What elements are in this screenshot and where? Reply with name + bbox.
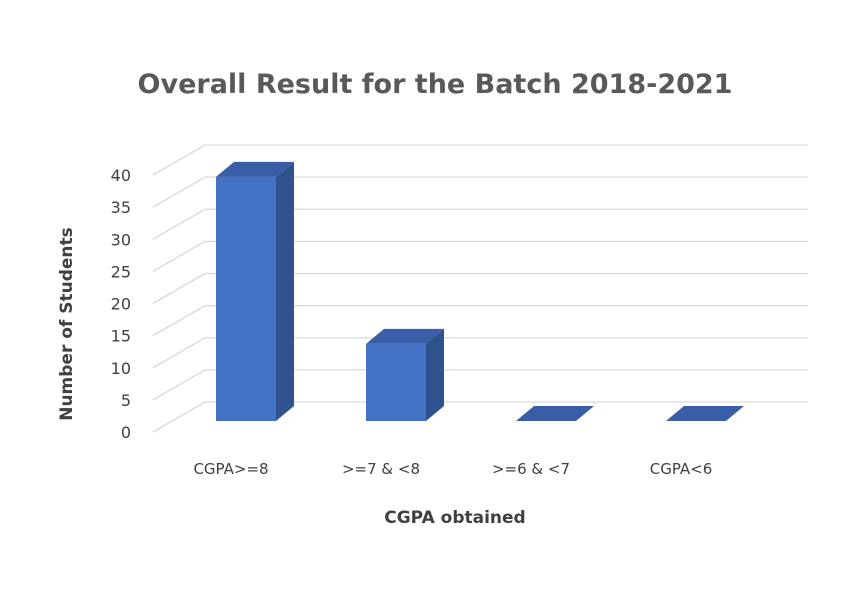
bar-top [666, 406, 744, 421]
x-category-label: CGPA>=8 [193, 460, 268, 478]
y-tick-label: 0 [121, 423, 131, 442]
bar [216, 161, 294, 421]
x-axis-title: CGPA obtained [384, 508, 525, 528]
bar-top [366, 328, 444, 344]
gridline [152, 208, 808, 240]
x-category-label: CGPA<6 [650, 460, 713, 478]
y-axis-ticks: 0 5 10 15 20 25 30 35 40 [111, 166, 131, 442]
bar-front [366, 343, 426, 421]
bar [666, 406, 744, 421]
gridline [152, 176, 808, 208]
bar-top [216, 161, 294, 177]
bar-front [216, 176, 276, 421]
y-tick-label: 25 [111, 262, 131, 281]
y-tick-label: 5 [121, 391, 131, 410]
bars [216, 161, 744, 421]
gridline [152, 272, 808, 305]
x-category-label: >=6 & <7 [492, 460, 570, 478]
gridline [152, 240, 808, 272]
y-tick-label: 10 [111, 359, 131, 378]
bar [366, 328, 444, 421]
bar [516, 406, 594, 421]
gridline [152, 144, 808, 176]
gridline [152, 369, 808, 401]
x-axis-categories: CGPA>=8 >=7 & <8 >=6 & <7 CGPA<6 [193, 460, 712, 478]
chart-title: Overall Result for the Batch 2018-2021 [138, 69, 733, 100]
gridlines [152, 144, 808, 433]
gridline [152, 337, 808, 369]
y-tick-label: 20 [111, 295, 131, 314]
y-tick-label: 15 [111, 327, 131, 346]
y-tick-label: 35 [111, 198, 131, 217]
x-category-label: >=7 & <8 [342, 460, 420, 478]
bar-side [276, 161, 294, 421]
y-tick-label: 30 [111, 230, 131, 249]
y-axis-title: Number of Students [57, 227, 77, 421]
bar-side [426, 328, 444, 421]
gridline [152, 401, 808, 433]
gridline [152, 304, 808, 337]
y-tick-label: 40 [111, 166, 131, 185]
bar-top [516, 406, 594, 421]
